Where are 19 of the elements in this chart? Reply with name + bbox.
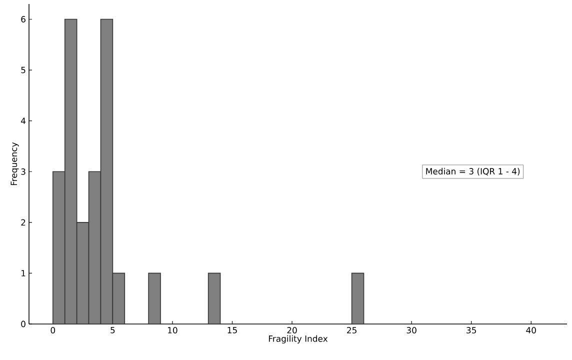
- y-axis-title: Frequency: [10, 142, 19, 186]
- y-tick-label: 2: [21, 219, 26, 226]
- x-tick-label: 20: [287, 327, 297, 334]
- annotation: Median = 3 (IQR 1 - 4): [426, 168, 520, 176]
- x-tick-label: 25: [347, 327, 356, 334]
- x-tick-label: 15: [228, 327, 237, 334]
- x-tick-label: 10: [168, 327, 178, 334]
- x-tick-label: 5: [110, 327, 115, 334]
- y-tick-label: 5: [21, 66, 26, 74]
- x-axis-title: Fragility Index: [268, 335, 328, 344]
- y-tick-label: 1: [22, 270, 26, 276]
- y-tick-label: 6: [21, 16, 26, 22]
- x-tick-label: 30: [406, 327, 416, 334]
- y-tick-label: 3: [21, 168, 26, 175]
- x-tick-label: 35: [466, 327, 476, 334]
- x-tick-label: 0: [50, 327, 56, 334]
- x-tick-label: 40: [526, 327, 536, 334]
- y-tick-label: 4: [20, 118, 26, 124]
- y-tick-label: 0: [21, 320, 26, 328]
